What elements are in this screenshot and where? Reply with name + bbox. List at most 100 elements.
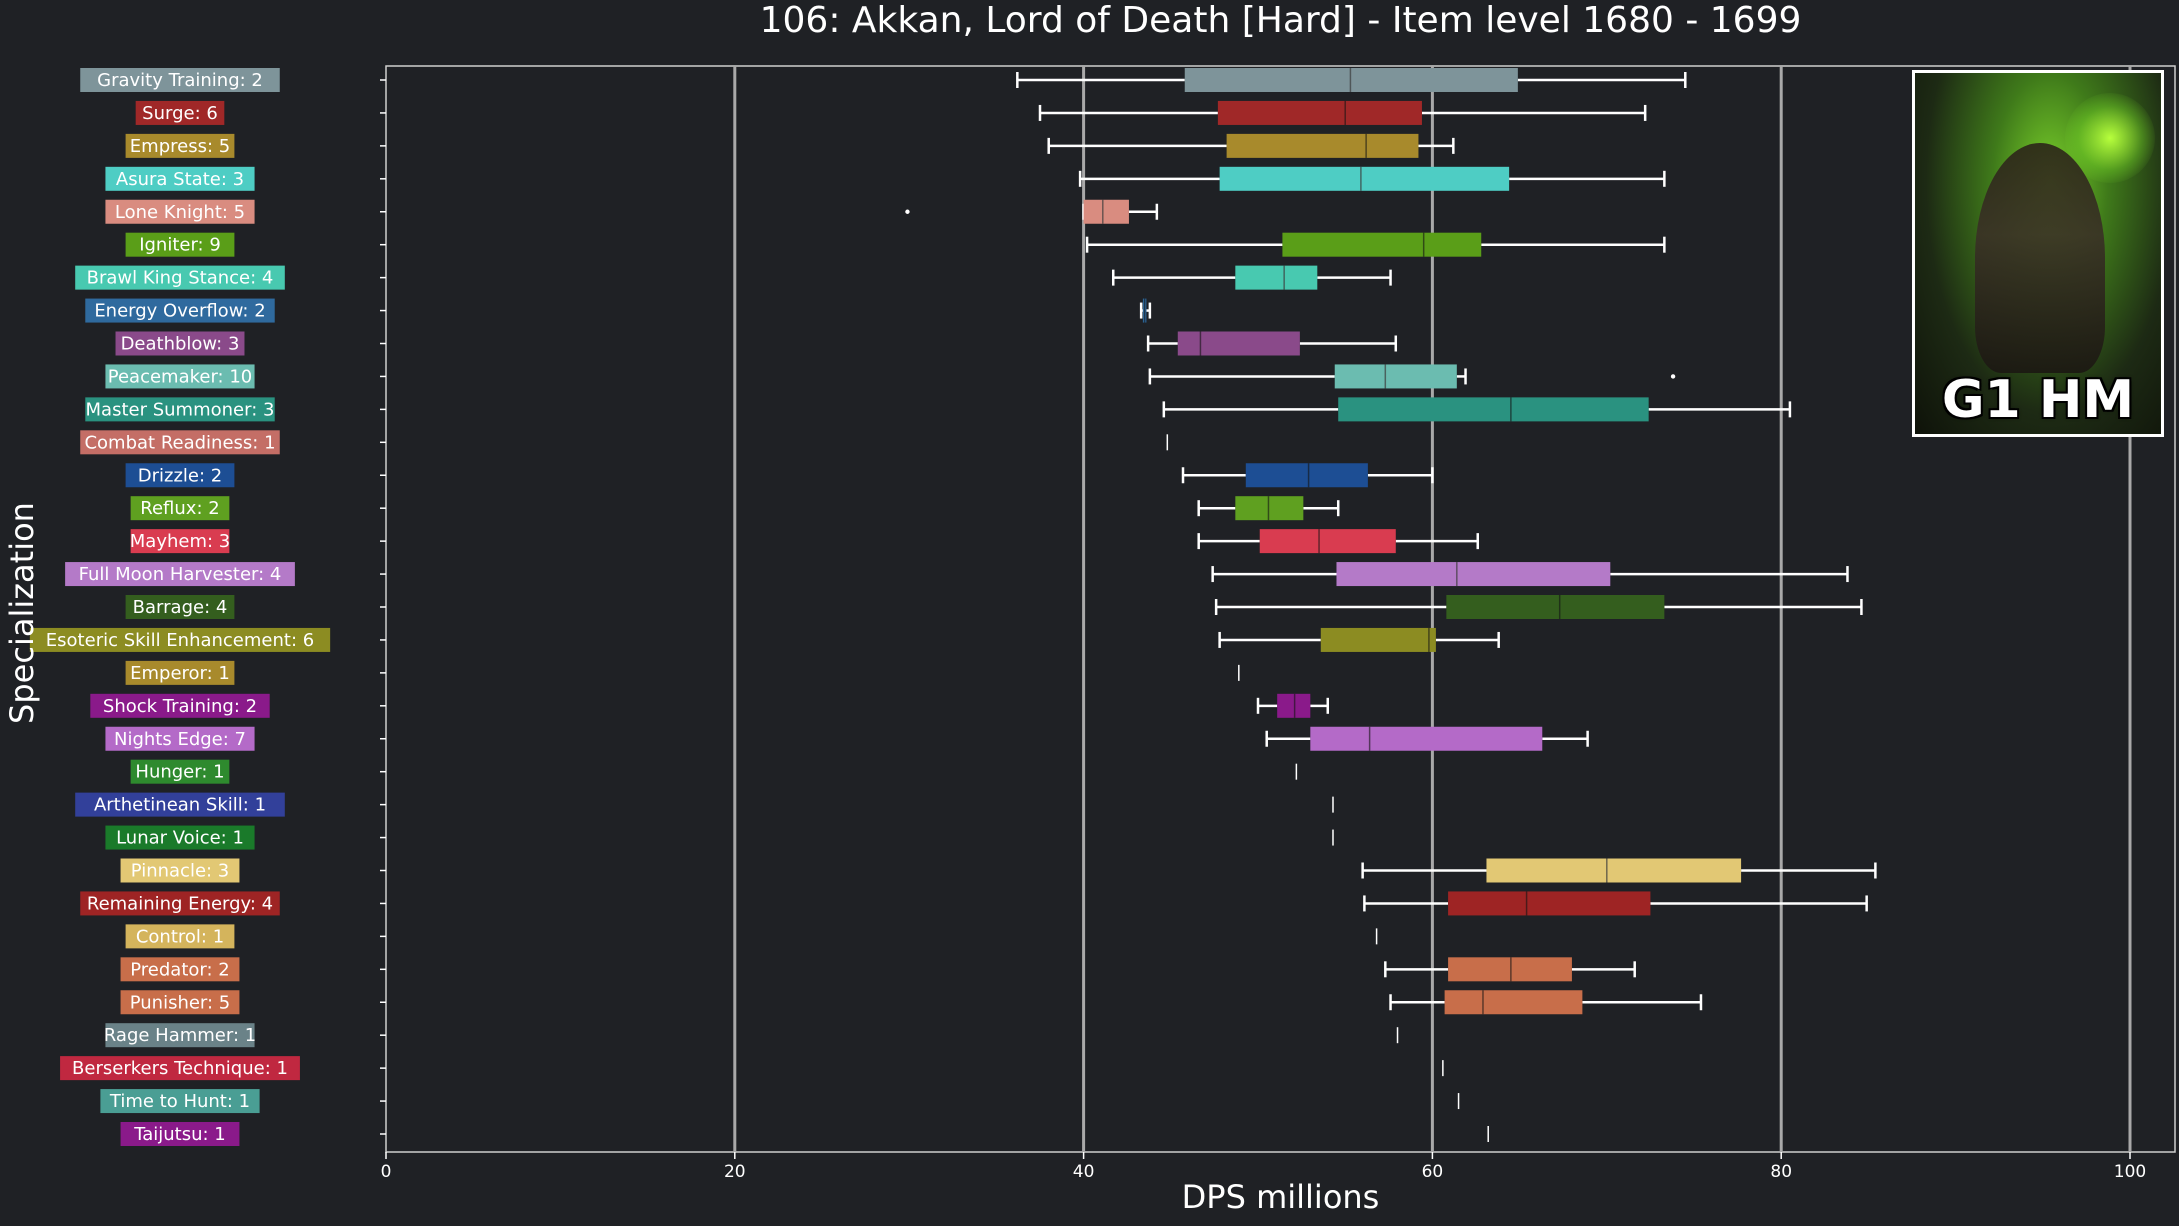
y-tick-label: Esoteric Skill Enhancement: 6 xyxy=(46,630,314,651)
y-tick-label-bg xyxy=(115,331,245,356)
x-tick-label: 60 xyxy=(1422,1162,1444,1182)
y-tick-label: Lunar Voice: 1 xyxy=(116,828,244,849)
y-tick-label-bg xyxy=(120,957,240,982)
box xyxy=(1235,496,1304,521)
y-tick-label: Barrage: 4 xyxy=(133,597,228,618)
x-tick-label: 100 xyxy=(2114,1162,2146,1182)
y-tick-label-bg xyxy=(65,562,295,587)
box xyxy=(1226,133,1419,158)
y-tick-label-bg xyxy=(105,825,255,850)
y-tick-label: Nights Edge: 7 xyxy=(114,729,246,750)
box xyxy=(1083,199,1129,224)
outlier-point xyxy=(905,209,910,214)
x-tick-label: 80 xyxy=(1770,1162,1792,1182)
box xyxy=(1282,232,1482,257)
y-tick-label: Master Summoner: 3 xyxy=(86,399,275,420)
y-tick-label: Arthetinean Skill: 1 xyxy=(94,795,266,816)
y-tick-label: Peacemaker: 10 xyxy=(108,366,252,387)
y-tick-label: Asura State: 3 xyxy=(116,169,244,190)
x-tick-label: 40 xyxy=(1073,1162,1095,1182)
y-tick-label: Gravity Training: 2 xyxy=(97,70,263,91)
x-tick-label: 20 xyxy=(724,1162,746,1182)
chart-title: 106: Akkan, Lord of Death [Hard] - Item … xyxy=(759,0,1802,41)
box xyxy=(1259,529,1396,554)
y-tick-label: Control: 1 xyxy=(136,926,224,947)
y-tick-label-bg xyxy=(80,68,280,92)
y-tick-label: Energy Overflow: 2 xyxy=(94,301,265,322)
y-tick-label-bg xyxy=(130,496,230,521)
y-tick-label: Brawl King Stance: 4 xyxy=(87,268,274,289)
box xyxy=(1217,100,1422,125)
y-tick-label: Igniter: 9 xyxy=(139,235,221,256)
y-tick-label-bg xyxy=(85,397,275,422)
y-tick-label-bg xyxy=(120,858,240,883)
box xyxy=(1448,891,1651,916)
box xyxy=(1338,397,1649,422)
y-tick-label: Mayhem: 3 xyxy=(130,531,230,552)
y-tick-label-bg xyxy=(90,693,270,718)
y-tick-label: Reflux: 2 xyxy=(140,498,219,519)
plot-frame xyxy=(385,65,2176,1153)
y-tick-label-bg xyxy=(105,199,255,224)
y-tick-label-bg xyxy=(130,529,230,554)
y-tick-label: Predator: 2 xyxy=(130,959,229,980)
box xyxy=(1446,595,1665,619)
y-tick-label: Shock Training: 2 xyxy=(103,696,257,717)
inset-badge-label: G1 HM xyxy=(1941,370,2135,430)
y-tick-label-bg xyxy=(125,463,235,488)
box xyxy=(1277,693,1311,718)
y-tick-label-bg xyxy=(130,759,230,784)
y-tick-label-bg xyxy=(60,1056,300,1081)
y-tick-label: Empress: 5 xyxy=(130,136,230,157)
y-tick-label: Hunger: 1 xyxy=(135,762,224,783)
boss-portrait-inset: G1 HM xyxy=(1912,70,2164,437)
y-tick-label-bg xyxy=(75,792,285,817)
box xyxy=(1310,726,1543,751)
y-tick-label: Remaining Energy: 4 xyxy=(87,893,273,914)
y-tick-label-bg xyxy=(135,100,225,125)
y-tick-label: Combat Readiness: 1 xyxy=(84,432,275,453)
y-tick-label: Deathblow: 3 xyxy=(121,334,240,355)
outlier-point xyxy=(1670,374,1676,379)
y-tick-label-bg xyxy=(105,726,255,751)
y-tick-label-bg xyxy=(85,298,275,323)
box xyxy=(1184,68,1518,92)
y-tick-label: Lone Knight: 5 xyxy=(115,202,245,223)
y-tick-label: Pinnacle: 3 xyxy=(131,861,230,882)
y-tick-label: Taijutsu: 1 xyxy=(133,1124,226,1145)
x-tick-label: 0 xyxy=(381,1162,392,1182)
box xyxy=(1444,990,1583,1015)
y-tick-label-bg xyxy=(29,627,331,652)
x-axis-label: DPS millions xyxy=(1181,1178,1380,1216)
y-tick-label-bg xyxy=(125,595,235,619)
y-tick-label: Full Moon Harvester: 4 xyxy=(79,564,282,585)
y-tick-label-bg xyxy=(75,265,285,290)
box xyxy=(1334,364,1457,389)
box xyxy=(1245,463,1368,488)
y-tick-label: Emperor: 1 xyxy=(130,663,230,684)
y-tick-label-bg xyxy=(105,364,255,389)
y-tick-label: Drizzle: 2 xyxy=(138,465,222,486)
y-tick-label-bg xyxy=(125,924,235,949)
y-tick-label-bg xyxy=(125,660,235,685)
y-tick-label: Time to Hunt: 1 xyxy=(109,1091,250,1112)
y-tick-label: Berserkers Technique: 1 xyxy=(72,1058,288,1079)
box xyxy=(1177,331,1300,356)
y-tick-label-bg xyxy=(125,232,235,257)
y-tick-label-bg xyxy=(80,891,280,916)
y-tick-label-bg xyxy=(100,1089,260,1114)
y-tick-label-bg xyxy=(120,990,240,1015)
box xyxy=(1486,858,1742,883)
box xyxy=(1219,166,1510,191)
y-tick-label: Rage Hammer: 1 xyxy=(104,1025,256,1046)
box xyxy=(1235,265,1318,290)
y-tick-label-bg xyxy=(125,133,235,158)
y-tick-label-bg xyxy=(105,166,255,191)
box xyxy=(1448,957,1572,982)
y-tick-label-bg xyxy=(120,1122,240,1146)
box xyxy=(1320,627,1436,652)
y-tick-label-bg xyxy=(105,1023,255,1048)
y-tick-label: Surge: 6 xyxy=(142,103,218,124)
